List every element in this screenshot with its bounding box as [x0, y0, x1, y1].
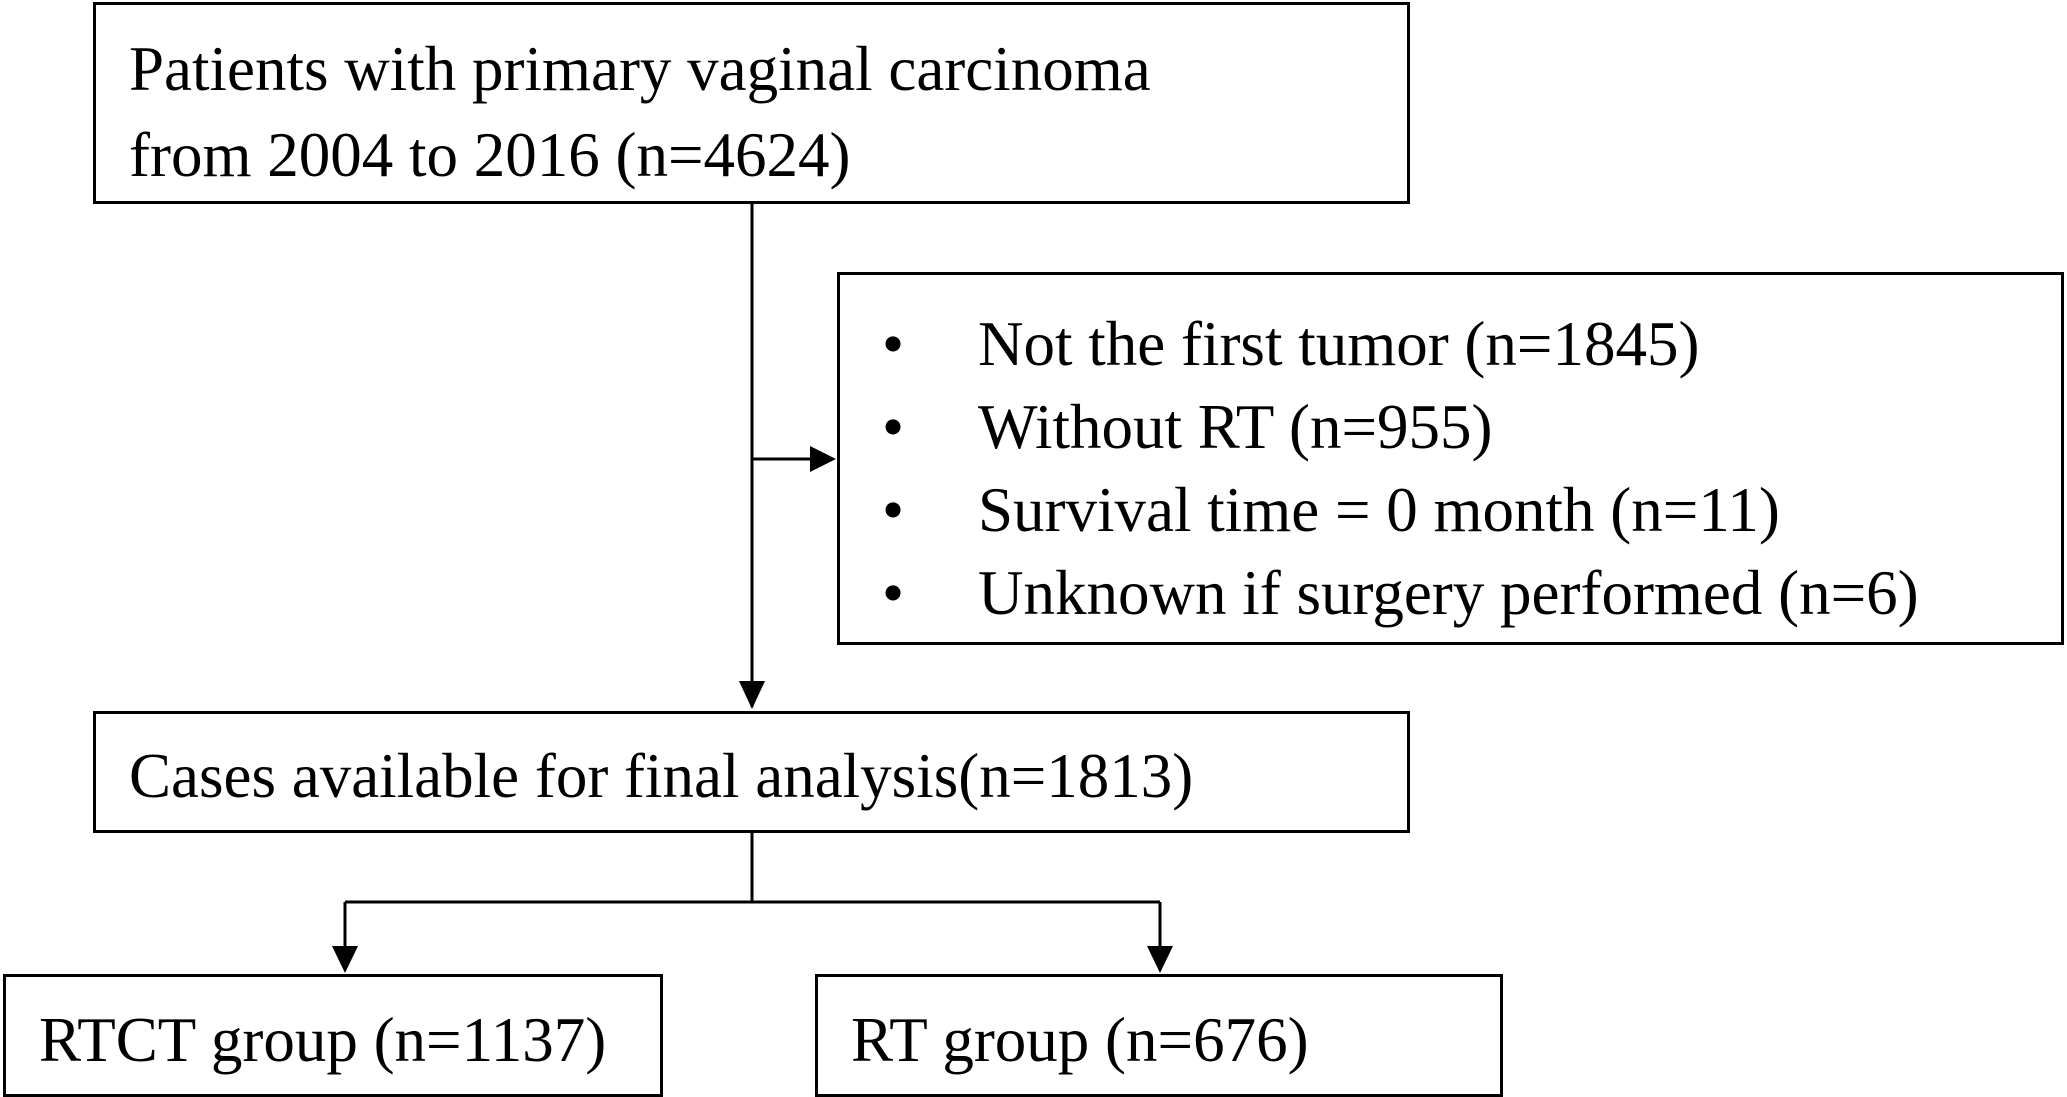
- rt-group-label: RT group (n=676): [851, 1005, 1309, 1075]
- exclusion-item: Unknown if surgery performed (n=6): [978, 558, 1919, 628]
- exclusion-item: Without RT (n=955): [978, 392, 1493, 462]
- bullet-icon: •: [882, 392, 905, 462]
- final-analysis-box: Cases available for final analysis(n=181…: [93, 711, 1410, 833]
- arrowhead-exclusions: [810, 446, 836, 472]
- rt-group-box: RT group (n=676): [815, 974, 1503, 1097]
- arrowhead-rt: [1147, 946, 1173, 973]
- exclusion-item: Not the first tumor (n=1845): [978, 309, 1700, 379]
- rtct-group-label: RTCT group (n=1137): [39, 1005, 607, 1075]
- rtct-group-box: RTCT group (n=1137): [3, 974, 663, 1097]
- exclusion-criteria-box: • Not the first tumor (n=1845) • Without…: [837, 272, 2064, 645]
- bullet-icon: •: [882, 309, 905, 379]
- source-line-2: from 2004 to 2016 (n=4624): [129, 120, 851, 190]
- arrowhead-final: [739, 681, 765, 709]
- source-line-1: Patients with primary vaginal carcinoma: [129, 34, 1151, 104]
- arrowhead-rtct: [332, 946, 358, 973]
- source-population-box: Patients with primary vaginal carcinoma …: [93, 2, 1410, 204]
- bullet-icon: •: [882, 475, 905, 545]
- exclusion-item: Survival time = 0 month (n=11): [978, 475, 1780, 545]
- final-analysis-label: Cases available for final analysis(n=181…: [129, 741, 1194, 811]
- bullet-icon: •: [882, 558, 905, 628]
